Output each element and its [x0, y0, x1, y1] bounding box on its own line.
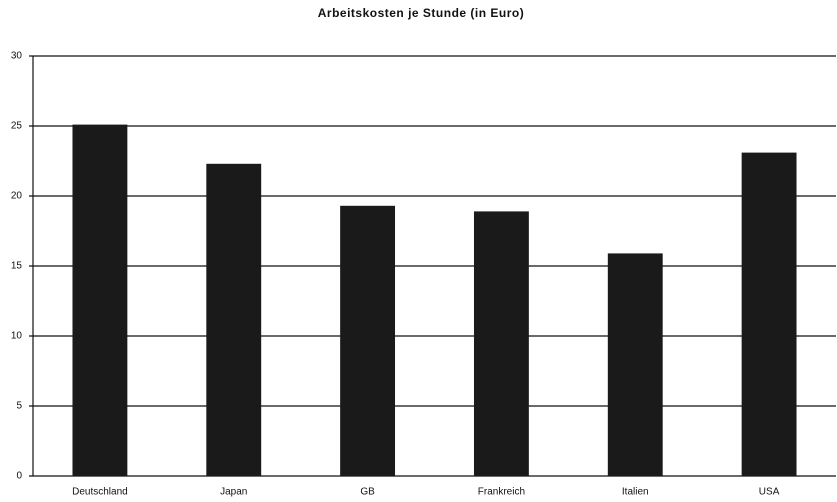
x-tick-label: GB [360, 487, 375, 498]
bar [72, 124, 128, 476]
x-tick-label: Deutschland [72, 487, 128, 498]
bar [741, 152, 797, 476]
y-tick-label: 15 [11, 261, 23, 272]
bar [473, 211, 529, 476]
y-tick-label: 20 [11, 191, 23, 202]
y-tick-label: 0 [16, 471, 22, 482]
x-tick-label: Frankreich [478, 487, 525, 498]
bar [206, 163, 262, 477]
y-tick-label: 30 [11, 51, 23, 62]
y-tick-label: 5 [16, 401, 22, 412]
chart-title: Arbeitskosten je Stunde (in Euro) [318, 6, 525, 20]
bar [607, 253, 663, 476]
bar [340, 205, 396, 477]
x-tick-label: Japan [220, 487, 247, 498]
x-tick-label: USA [759, 487, 780, 498]
y-tick-label: 10 [11, 331, 23, 342]
y-tick-label: 25 [11, 121, 23, 132]
x-tick-label: Italien [622, 487, 649, 498]
